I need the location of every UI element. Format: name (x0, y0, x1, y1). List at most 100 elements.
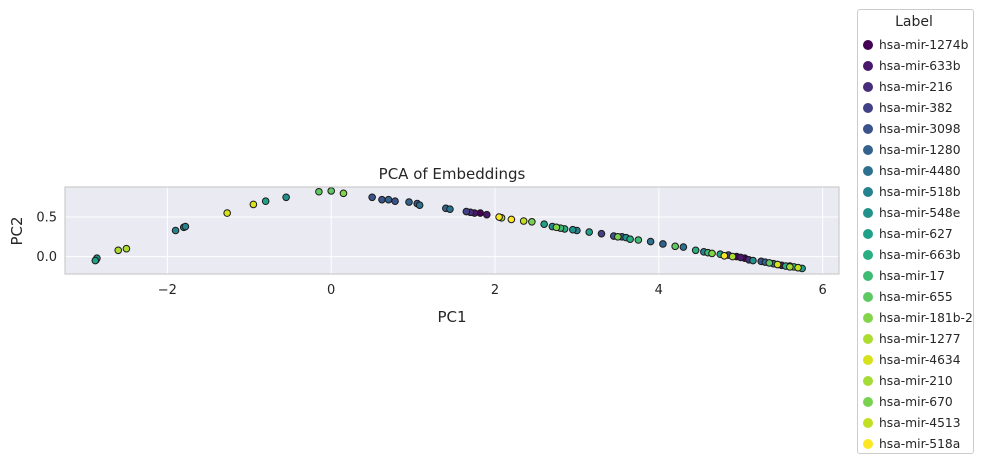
point-hsa-mir-518a (507, 215, 516, 224)
plot-area (65, 187, 839, 274)
point-hsa-mir-3098 (378, 195, 386, 204)
point-hsa-mir-518b (181, 222, 190, 231)
legend-item: hsa-mir-1280 (861, 139, 967, 160)
legend-marker (863, 354, 873, 365)
legend-marker (863, 396, 873, 407)
legend-label: hsa-mir-655 (879, 289, 953, 304)
legend-item: hsa-mir-548e (861, 202, 967, 223)
point-hsa-mir-4480 (679, 243, 688, 251)
legend-label: hsa-mir-1280 (879, 142, 961, 157)
legend-marker (863, 81, 873, 92)
point-hsa-mir-1277 (114, 246, 123, 255)
x-tick-label: 6 (818, 283, 826, 298)
legend-item: hsa-mir-17 (861, 265, 967, 286)
point-hsa-mir-655 (671, 242, 679, 251)
point-hsa-mir-1280 (384, 195, 393, 204)
point-hsa-mir-548e (282, 193, 290, 202)
legend-marker (863, 291, 873, 302)
chart-title: PCA of Embeddings (379, 165, 526, 183)
point-hsa-mir-4513 (519, 217, 528, 225)
legend-label: hsa-mir-17 (879, 268, 945, 283)
legend-label: hsa-mir-4480 (879, 163, 961, 178)
point-hsa-mir-627 (261, 197, 270, 206)
point-hsa-mir-4634 (249, 200, 258, 209)
x-tick-label: 4 (655, 283, 663, 298)
point-hsa-mir-518a (720, 252, 729, 260)
x-tick-label: 2 (491, 283, 499, 298)
legend-item: hsa-mir-4480 (861, 160, 967, 181)
plot-frame (64, 186, 840, 275)
point-hsa-mir-627 (585, 228, 593, 236)
legend-label: hsa-mir-670 (879, 394, 953, 409)
point-hsa-mir-548e (749, 256, 757, 265)
point-hsa-mir-1277 (728, 252, 737, 261)
point-hsa-mir-3098 (391, 197, 399, 206)
legend-label: hsa-mir-518a (879, 436, 961, 451)
point-hsa-mir-655 (765, 259, 774, 267)
point-hsa-mir-3098 (368, 193, 376, 202)
legend-item: hsa-mir-181b-2 (861, 307, 973, 328)
legend-item: hsa-mir-627 (861, 223, 967, 244)
legend-label: hsa-mir-382 (879, 100, 953, 115)
legend-item: hsa-mir-518a (861, 433, 967, 454)
legend-item: hsa-mir-4634 (861, 349, 967, 370)
point-hsa-mir-210 (786, 263, 794, 271)
point-hsa-mir-181b-2 (552, 223, 561, 232)
legend-label: hsa-mir-1274b (879, 37, 969, 52)
point-hsa-mir-4634 (223, 209, 231, 217)
point-hsa-mir-4480 (446, 205, 454, 213)
legend-marker (863, 438, 873, 449)
point-hsa-mir-655 (315, 187, 323, 196)
legend-marker (863, 60, 873, 71)
x-tick-label: 0 (327, 283, 335, 298)
y-axis-label: PC2 (8, 216, 26, 245)
x-axis-label: PC1 (437, 308, 466, 326)
point-hsa-mir-1277 (122, 244, 131, 253)
legend-item: hsa-mir-1274b (861, 34, 969, 55)
legend-item: hsa-mir-1277 (861, 328, 967, 349)
legend-label: hsa-mir-216 (879, 79, 953, 94)
legend-label: hsa-mir-633b (879, 58, 961, 73)
legend-label: hsa-mir-518b (879, 184, 961, 199)
point-hsa-mir-181b-2 (339, 189, 348, 198)
point-hsa-mir-1280 (405, 198, 413, 206)
legend-item: hsa-mir-216 (861, 76, 967, 97)
y-tick-label: 0.0 (36, 250, 57, 265)
legend-label: hsa-mir-4634 (879, 352, 961, 367)
point-hsa-mir-4513 (794, 263, 802, 272)
legend-label: hsa-mir-4513 (879, 415, 961, 430)
y-tick-label: 0.5 (36, 211, 57, 226)
legend-label: hsa-mir-210 (879, 373, 953, 388)
point-hsa-mir-382 (597, 229, 606, 238)
point-hsa-mir-655 (327, 187, 335, 195)
x-tick-label: −2 (158, 283, 177, 298)
point-hsa-mir-518b (171, 226, 180, 235)
point-hsa-mir-382 (462, 207, 471, 216)
legend-marker (863, 270, 873, 281)
point-hsa-mir-1280 (659, 240, 667, 248)
point-hsa-mir-518a (495, 213, 503, 221)
legend-marker (863, 186, 873, 197)
legend-marker (863, 228, 873, 239)
legend-label: hsa-mir-548e (879, 205, 961, 220)
legend-marker (863, 249, 873, 260)
legend-item: hsa-mir-655 (861, 286, 967, 307)
legend-marker (863, 312, 873, 323)
point-hsa-mir-4480 (646, 237, 655, 246)
scatter-points (91, 187, 806, 273)
legend-marker (863, 417, 873, 428)
legend-marker (863, 102, 873, 113)
legend-item: hsa-mir-210 (861, 370, 967, 391)
point-hsa-mir-4634 (773, 260, 782, 269)
legend-marker (863, 39, 873, 50)
legend-item: hsa-mir-663b (861, 244, 967, 265)
legend-marker (863, 375, 873, 386)
point-hsa-mir-181b-2 (708, 249, 716, 258)
legend-label: hsa-mir-663b (879, 247, 961, 262)
legend: Label hsa-mir-1274b hsa-mir-633b hsa-mir-2… (857, 9, 974, 454)
legend-label: hsa-mir-1277 (879, 331, 961, 346)
legend-item: hsa-mir-382 (861, 97, 967, 118)
legend-item: hsa-mir-633b (861, 55, 967, 76)
point-hsa-mir-548e (569, 225, 577, 234)
